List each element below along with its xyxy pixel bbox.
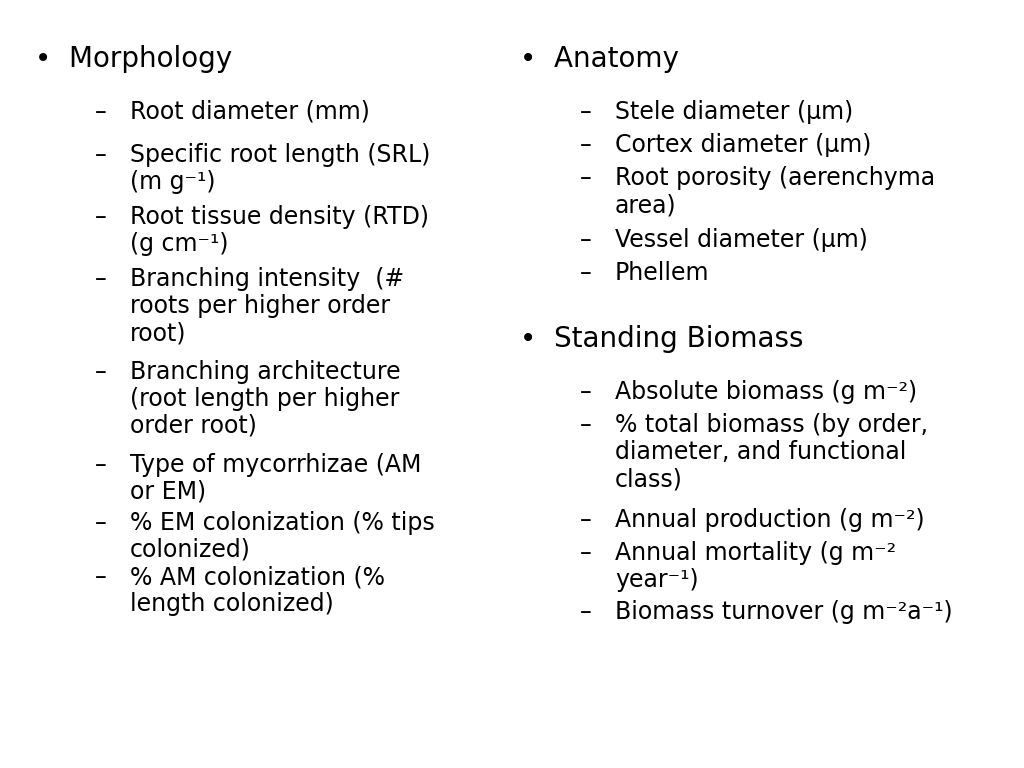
Text: –: – (580, 541, 592, 565)
Text: % AM colonization (%: % AM colonization (% (130, 565, 385, 589)
Text: Phellem: Phellem (615, 261, 710, 285)
Text: –: – (95, 565, 106, 589)
Text: Biomass turnover (g m⁻²a⁻¹): Biomass turnover (g m⁻²a⁻¹) (615, 600, 952, 624)
Text: •  Morphology: • Morphology (35, 45, 232, 73)
Text: (g cm⁻¹): (g cm⁻¹) (130, 232, 228, 256)
Text: Branching architecture: Branching architecture (130, 360, 400, 384)
Text: length colonized): length colonized) (130, 592, 334, 616)
Text: –: – (580, 508, 592, 532)
Text: area): area) (615, 193, 677, 217)
Text: –: – (95, 267, 106, 291)
Text: (root length per higher: (root length per higher (130, 387, 399, 411)
Text: diameter, and functional: diameter, and functional (615, 440, 906, 464)
Text: (m g⁻¹): (m g⁻¹) (130, 170, 215, 194)
Text: –: – (580, 166, 592, 190)
Text: Cortex diameter (μm): Cortex diameter (μm) (615, 133, 871, 157)
Text: roots per higher order: roots per higher order (130, 294, 390, 318)
Text: Specific root length (SRL): Specific root length (SRL) (130, 143, 430, 167)
Text: –: – (580, 100, 592, 124)
Text: –: – (580, 261, 592, 285)
Text: class): class) (615, 467, 683, 491)
Text: order root): order root) (130, 414, 257, 438)
Text: Annual mortality (g m⁻²: Annual mortality (g m⁻² (615, 541, 896, 565)
Text: –: – (95, 100, 106, 124)
Text: Branching intensity  (#: Branching intensity (# (130, 267, 404, 291)
Text: Root diameter (mm): Root diameter (mm) (130, 100, 370, 124)
Text: % total biomass (by order,: % total biomass (by order, (615, 413, 928, 437)
Text: –: – (580, 380, 592, 404)
Text: Type of mycorrhizae (AM: Type of mycorrhizae (AM (130, 453, 421, 477)
Text: –: – (95, 511, 106, 535)
Text: or EM): or EM) (130, 480, 206, 504)
Text: –: – (95, 205, 106, 229)
Text: •  Anatomy: • Anatomy (520, 45, 679, 73)
Text: Vessel diameter (μm): Vessel diameter (μm) (615, 228, 868, 252)
Text: Stele diameter (μm): Stele diameter (μm) (615, 100, 853, 124)
Text: Root tissue density (RTD): Root tissue density (RTD) (130, 205, 429, 229)
Text: –: – (580, 228, 592, 252)
Text: Root porosity (aerenchyma: Root porosity (aerenchyma (615, 166, 935, 190)
Text: –: – (95, 143, 106, 167)
Text: –: – (95, 453, 106, 477)
Text: –: – (580, 133, 592, 157)
Text: Absolute biomass (g m⁻²): Absolute biomass (g m⁻²) (615, 380, 918, 404)
Text: –: – (95, 360, 106, 384)
Text: •  Standing Biomass: • Standing Biomass (520, 325, 804, 353)
Text: root): root) (130, 321, 186, 345)
Text: Annual production (g m⁻²): Annual production (g m⁻²) (615, 508, 925, 532)
Text: –: – (580, 600, 592, 624)
Text: colonized): colonized) (130, 538, 251, 562)
Text: –: – (580, 413, 592, 437)
Text: % EM colonization (% tips: % EM colonization (% tips (130, 511, 435, 535)
Text: year⁻¹): year⁻¹) (615, 568, 698, 592)
